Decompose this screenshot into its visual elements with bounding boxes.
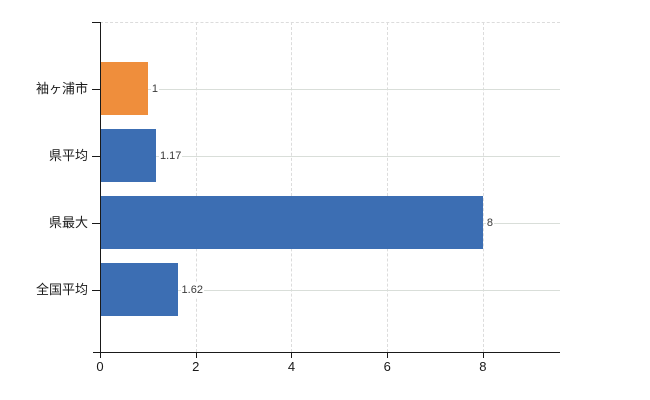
plot-area: 1 1.17 8 1.62 bbox=[100, 22, 560, 352]
x-tick-label: 8 bbox=[479, 359, 487, 374]
x-tick-label: 6 bbox=[383, 359, 391, 374]
y-axis-tick bbox=[92, 289, 100, 291]
bar-value-label: 1.62 bbox=[180, 282, 204, 297]
x-axis-tick bbox=[195, 353, 197, 358]
y-axis-top-tick bbox=[92, 22, 100, 23]
bar-value-label: 1 bbox=[150, 81, 159, 96]
x-tick-label: 2 bbox=[192, 359, 200, 374]
v-gridline bbox=[291, 22, 293, 352]
category-label: 県平均 bbox=[48, 147, 88, 163]
x-axis bbox=[93, 352, 560, 353]
category-label: 全国平均 bbox=[35, 281, 88, 297]
v-gridline bbox=[482, 22, 484, 352]
y-axis-tick bbox=[92, 155, 100, 157]
x-axis-tick bbox=[100, 353, 101, 358]
category-label: 袖ヶ浦市 bbox=[35, 80, 88, 96]
bar-value-label: 1.17 bbox=[159, 148, 183, 163]
y-axis-tick bbox=[92, 222, 100, 224]
x-axis-tick bbox=[291, 353, 293, 358]
chart-bar bbox=[100, 196, 483, 249]
x-tick-label: 4 bbox=[287, 359, 296, 374]
h-gridline bbox=[100, 88, 560, 90]
h-gridline bbox=[100, 289, 560, 291]
plot-top-border bbox=[100, 22, 560, 23]
h-gridline bbox=[100, 155, 560, 157]
chart-bar bbox=[100, 62, 148, 115]
y-axis bbox=[100, 22, 101, 353]
category-label: 県最大 bbox=[48, 214, 88, 230]
x-tick-label: 0 bbox=[96, 359, 104, 374]
bar-value-label: 8 bbox=[485, 215, 495, 230]
x-axis-tick bbox=[387, 353, 389, 358]
chart-bar bbox=[100, 129, 156, 182]
chart-bar bbox=[100, 263, 178, 316]
x-axis-tick bbox=[482, 353, 484, 358]
v-gridline bbox=[195, 22, 197, 352]
y-axis-tick bbox=[92, 88, 100, 90]
v-gridline bbox=[387, 22, 389, 352]
